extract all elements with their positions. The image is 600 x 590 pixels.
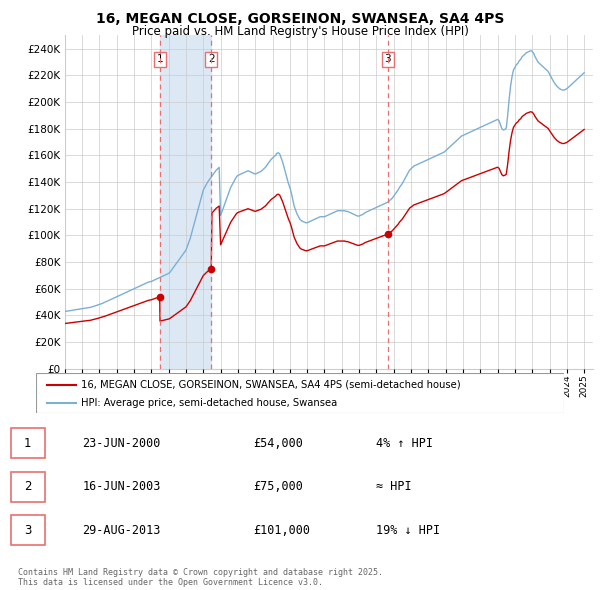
Text: 2: 2 [208, 54, 215, 64]
Text: 1: 1 [24, 437, 32, 450]
FancyBboxPatch shape [11, 428, 45, 458]
Text: 4% ↑ HPI: 4% ↑ HPI [376, 437, 433, 450]
Text: £54,000: £54,000 [253, 437, 303, 450]
FancyBboxPatch shape [11, 472, 45, 501]
Text: 16-JUN-2003: 16-JUN-2003 [82, 480, 161, 493]
Text: 19% ↓ HPI: 19% ↓ HPI [376, 524, 440, 537]
Text: 29-AUG-2013: 29-AUG-2013 [82, 524, 161, 537]
FancyBboxPatch shape [36, 373, 564, 413]
Text: £101,000: £101,000 [253, 524, 310, 537]
Text: 3: 3 [24, 524, 31, 537]
Bar [160, 35, 211, 369]
Text: 23-JUN-2000: 23-JUN-2000 [82, 437, 161, 450]
Text: 3: 3 [385, 54, 391, 64]
Text: Contains HM Land Registry data © Crown copyright and database right 2025.
This d: Contains HM Land Registry data © Crown c… [18, 568, 383, 587]
Text: ≈ HPI: ≈ HPI [376, 480, 412, 493]
Text: Price paid vs. HM Land Registry's House Price Index (HPI): Price paid vs. HM Land Registry's House … [131, 25, 469, 38]
Text: 1: 1 [157, 54, 163, 64]
Text: 16, MEGAN CLOSE, GORSEINON, SWANSEA, SA4 4PS (semi-detached house): 16, MEGAN CLOSE, GORSEINON, SWANSEA, SA4… [81, 380, 461, 390]
Text: 2: 2 [24, 480, 32, 493]
Text: £75,000: £75,000 [253, 480, 303, 493]
FancyBboxPatch shape [11, 515, 45, 545]
Text: 16, MEGAN CLOSE, GORSEINON, SWANSEA, SA4 4PS: 16, MEGAN CLOSE, GORSEINON, SWANSEA, SA4… [96, 12, 504, 26]
Text: HPI: Average price, semi-detached house, Swansea: HPI: Average price, semi-detached house,… [81, 398, 337, 408]
